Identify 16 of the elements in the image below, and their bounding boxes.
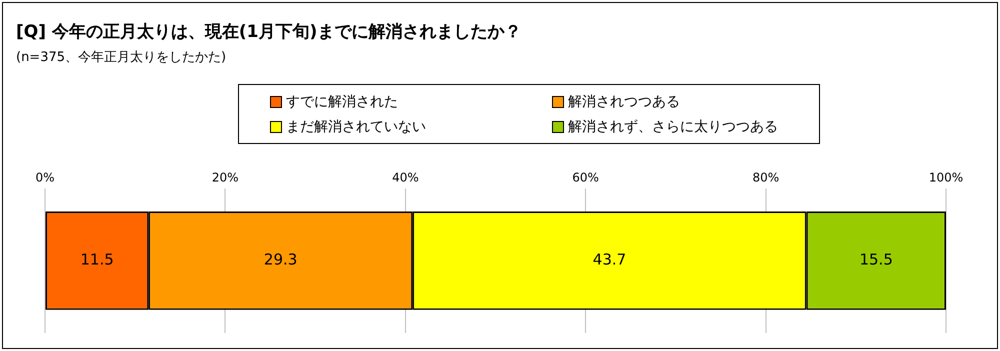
data-label: 43.7 — [592, 250, 626, 269]
x-tick-label: 0% — [35, 170, 55, 184]
legend-label: 解消されず、さらに太りつつある — [568, 118, 778, 136]
legend-label: まだ解消されていない — [286, 118, 426, 136]
x-tick-label: 100% — [928, 170, 964, 184]
x-tick-label: 20% — [212, 170, 239, 184]
x-tick-label: 80% — [752, 170, 780, 184]
chart-subtitle: (n=375、今年正月太りをしたかた) — [16, 49, 226, 66]
x-tick-label: 60% — [572, 170, 599, 184]
legend-label: 解消されつつある — [568, 92, 680, 110]
legend-label: すでに解消された — [286, 92, 398, 110]
data-label: 29.3 — [264, 250, 298, 269]
data-label: 15.5 — [859, 250, 893, 269]
data-label: 11.5 — [80, 250, 114, 269]
x-tick-label: 40% — [392, 170, 419, 184]
chart-title: [Q] 今年の正月太りは、現在(1月下旬)までに解消されましたか？ — [16, 21, 522, 43]
